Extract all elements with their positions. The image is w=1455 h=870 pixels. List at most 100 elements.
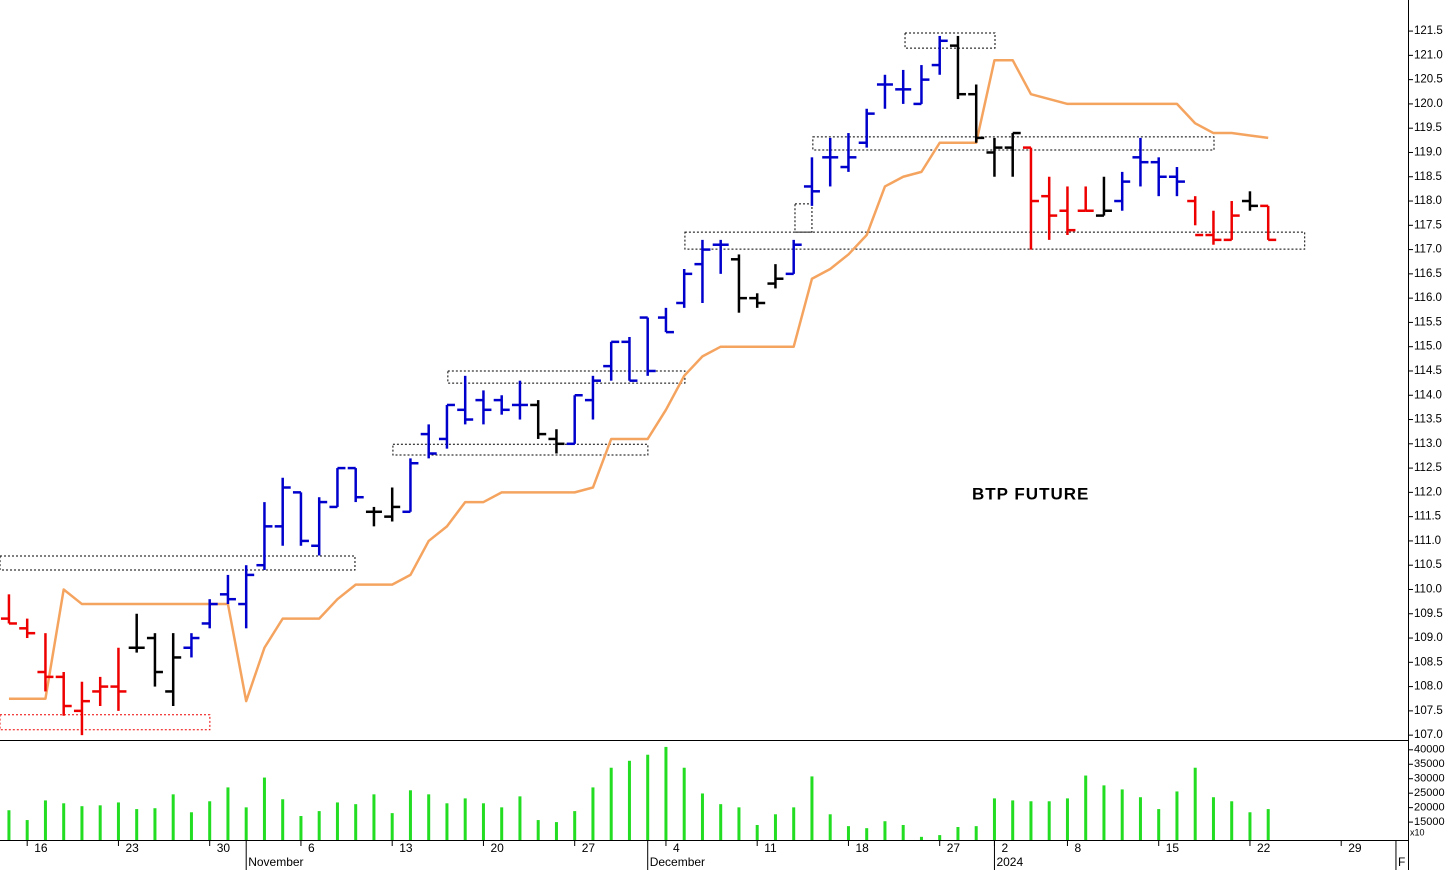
volume-bar xyxy=(609,767,613,840)
volume-bar xyxy=(445,803,449,840)
volume-bar xyxy=(992,798,996,840)
volume-bar xyxy=(1211,797,1215,840)
volume-bar xyxy=(627,760,631,840)
y-tick-label: 119.0 xyxy=(1414,146,1442,158)
volume-bar xyxy=(1138,797,1142,840)
y-tick-label: 111.0 xyxy=(1414,535,1441,547)
volume-bar xyxy=(536,820,540,840)
volume-bar xyxy=(883,821,887,840)
volume-bar xyxy=(189,812,193,840)
volume-bar xyxy=(700,793,704,840)
volume-bar xyxy=(682,767,686,840)
volume-bar xyxy=(664,746,668,840)
y-tick-label: 113.0 xyxy=(1414,438,1442,450)
month-label: November xyxy=(248,855,303,869)
y-tick-label: 107.0 xyxy=(1414,729,1443,741)
volume-tick-label: 20000 xyxy=(1414,802,1445,814)
volume-bar xyxy=(591,787,595,840)
volume-bar xyxy=(116,802,120,840)
volume-bar xyxy=(481,803,485,840)
volume-bar xyxy=(938,835,942,840)
volume-bar xyxy=(244,807,248,840)
y-tick-label: 109.0 xyxy=(1414,632,1443,644)
volume-bar xyxy=(317,811,321,840)
month-label: F xyxy=(1398,855,1405,869)
volume-bar xyxy=(1230,801,1234,840)
month-label: December xyxy=(650,855,705,869)
volume-bar xyxy=(773,814,777,840)
stop-line xyxy=(8,58,1269,703)
volume-tick-label: 30000 xyxy=(1414,773,1445,785)
y-tick-label: 110.5 xyxy=(1414,559,1442,571)
volume-bar xyxy=(1248,812,1252,840)
volume-bar xyxy=(7,810,11,840)
volume-bar xyxy=(1266,809,1270,840)
volume-bar xyxy=(755,824,759,840)
volume-bar xyxy=(43,800,47,840)
volume-bar xyxy=(846,826,850,840)
zone xyxy=(794,203,813,233)
zone xyxy=(447,370,686,384)
volume-tick-label: 25000 xyxy=(1414,787,1445,799)
volume-bar xyxy=(226,787,230,840)
volume-bar xyxy=(828,814,832,840)
volume-bar xyxy=(463,798,467,840)
volume-bar xyxy=(427,794,431,840)
x-tick-label: 16 xyxy=(34,841,48,855)
volume-bar xyxy=(1175,791,1179,840)
volume-bar xyxy=(281,799,285,840)
y-tick-label: 111.5 xyxy=(1414,511,1441,523)
y-tick-label: 107.5 xyxy=(1414,705,1443,717)
x-tick-label: 22 xyxy=(1257,841,1271,855)
y-tick-label: 117.5 xyxy=(1414,219,1442,231)
y-tick-label: 118.0 xyxy=(1414,195,1442,207)
volume-bar xyxy=(1102,785,1106,840)
x-tick-label: 15 xyxy=(1166,841,1180,855)
volume-bar xyxy=(919,836,923,840)
x-tick-label: 29 xyxy=(1348,841,1362,855)
x-tick-label: 23 xyxy=(125,841,139,855)
volume-bar xyxy=(500,807,504,840)
volume-bar xyxy=(208,801,212,840)
volume-bar xyxy=(1193,767,1197,840)
volume-bar xyxy=(1120,789,1124,840)
y-tick-label: 120.0 xyxy=(1414,98,1443,110)
volume-bar xyxy=(573,811,577,840)
y-tick-label: 121.5 xyxy=(1414,25,1443,37)
y-tick-label: 109.5 xyxy=(1414,608,1443,620)
volume-tick-label: 35000 xyxy=(1414,758,1445,770)
volume-bar xyxy=(1029,801,1033,840)
volume-bar xyxy=(390,813,394,840)
y-tick-label: 120.5 xyxy=(1414,74,1443,86)
y-tick-label: 118.5 xyxy=(1414,171,1442,183)
volume-bar xyxy=(901,824,905,840)
volume-bar xyxy=(80,806,84,840)
y-tick-label: 112.0 xyxy=(1414,486,1442,498)
volume-bar xyxy=(1084,775,1088,840)
volume-bar xyxy=(956,827,960,840)
volume-tick-label: 15000 xyxy=(1414,816,1445,828)
volume-bar xyxy=(1065,798,1069,840)
y-tick-label: 115.5 xyxy=(1414,316,1442,328)
y-tick-label: 114.5 xyxy=(1414,365,1442,377)
volume-bar xyxy=(135,809,139,840)
volume-bar xyxy=(62,803,66,840)
x-tick-label: 2 xyxy=(1001,841,1008,855)
month-label: 2024 xyxy=(996,855,1023,869)
zone xyxy=(904,32,996,49)
y-tick-label: 108.0 xyxy=(1414,681,1443,693)
volume-bar xyxy=(335,802,339,840)
volume-bar xyxy=(372,794,376,840)
volume-bar xyxy=(810,776,814,840)
annotation: BTP FUTURE xyxy=(972,484,1089,503)
zone xyxy=(0,555,356,571)
volume-bar xyxy=(262,777,266,840)
y-tick-label: 114.0 xyxy=(1414,389,1442,401)
x-tick-label: 27 xyxy=(582,841,596,855)
volume-bar xyxy=(299,816,303,840)
volume-bar xyxy=(554,822,558,840)
x-tick-label: 6 xyxy=(308,841,315,855)
volume-bar xyxy=(719,804,723,840)
volume-bar xyxy=(98,805,102,840)
